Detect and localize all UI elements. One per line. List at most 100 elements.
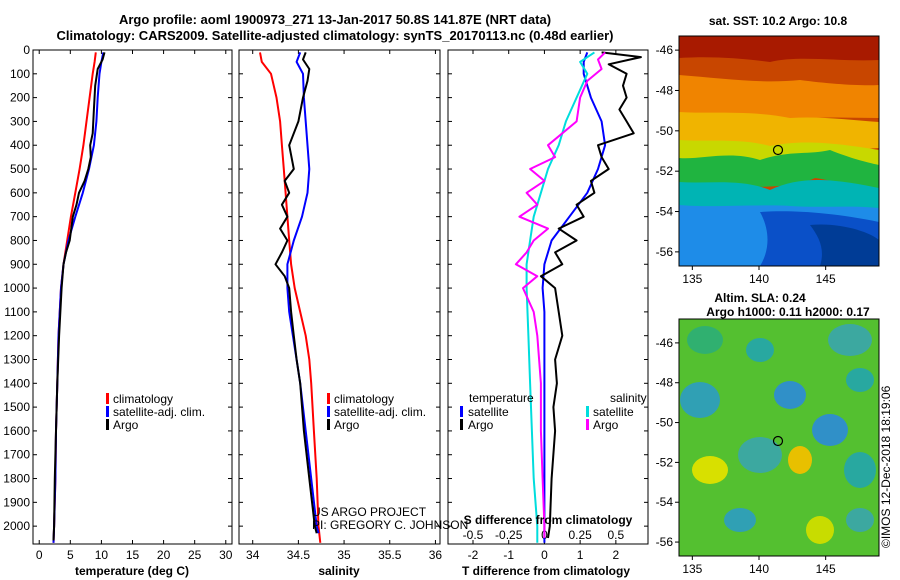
depth-tick-label: 1300 xyxy=(3,352,30,366)
legend-salinity-heading: salinity xyxy=(610,391,647,405)
legend-swatch-s-argo xyxy=(586,419,589,430)
legend-swatch-t-satellite xyxy=(460,406,463,417)
depth-tick-label: 200 xyxy=(10,91,30,105)
legend-t-argo: Argo xyxy=(468,418,494,432)
depth-tick-label: 1000 xyxy=(3,281,30,295)
difference-legend: temperature satellite Argo salinity sate… xyxy=(460,391,647,432)
x-tick-label: 35.5 xyxy=(378,548,402,562)
page-title: Argo profile: aoml 1900973_271 13-Jan-20… xyxy=(118,12,552,27)
legend-temperature-heading: temperature xyxy=(469,391,534,405)
difference-plot-frame xyxy=(447,49,649,545)
salinity-legend: climatology satellite-adj. clim. Argo xyxy=(327,392,426,432)
x-tick-label: 1 xyxy=(577,548,584,562)
legend-swatch-climatology xyxy=(327,393,330,404)
lon-tick-label: 145 xyxy=(816,272,836,286)
x-tick-label: 0 xyxy=(541,548,548,562)
legend-satellite-adj: satellite-adj. clim. xyxy=(113,405,205,419)
temperature-legend: climatology satellite-adj. clim. Argo xyxy=(106,392,205,432)
x-tick-label: -2 xyxy=(468,548,479,562)
depth-tick-label: 500 xyxy=(10,162,30,176)
x-tick-label: -1 xyxy=(503,548,514,562)
legend-argo: Argo xyxy=(334,418,360,432)
salinity-axis-label: salinity xyxy=(318,564,360,578)
lon-tick-label: 140 xyxy=(749,562,769,576)
legend-swatch-satellite xyxy=(327,406,330,417)
salinity-plot-frame xyxy=(238,49,441,545)
legend-swatch-t-argo xyxy=(460,419,463,430)
legend-swatch-climatology xyxy=(106,393,109,404)
t-difference-axis: -2 -1 0 1 2 xyxy=(468,50,620,562)
series-line-argo xyxy=(52,52,106,541)
lat-tick-label: -54 xyxy=(656,495,674,509)
credit-project: US ARGO PROJECT xyxy=(312,505,427,519)
sst-argo-float-marker xyxy=(772,144,784,156)
series-line-argo xyxy=(274,52,318,534)
depth-tick-label: 300 xyxy=(10,114,30,128)
lat-tick-label: -56 xyxy=(656,535,674,549)
x-tick-label: 36 xyxy=(429,548,443,562)
depth-tick-label: 1500 xyxy=(3,400,30,414)
x-tick-label: 20 xyxy=(157,548,171,562)
depth-tick-label: 400 xyxy=(10,138,30,152)
lat-tick-label: -52 xyxy=(656,455,674,469)
x-tick-label: 0 xyxy=(36,548,43,562)
temperature-axis: 0 5 10 15 20 25 30 xyxy=(36,50,233,562)
lon-tick-label: 140 xyxy=(749,272,769,286)
legend-s-satellite: satellite xyxy=(593,405,634,419)
s-difference-axis-label: S difference from climatology xyxy=(464,513,633,527)
depth-tick-label: 900 xyxy=(10,257,30,271)
depth-tick-label: 800 xyxy=(10,233,30,247)
depth-tick-label: 1100 xyxy=(4,305,30,319)
x-tick-label: 2 xyxy=(613,548,620,562)
page-subtitle: Climatology: CARS2009. Satellite-adjuste… xyxy=(56,28,614,43)
lat-tick-label: -48 xyxy=(656,83,674,97)
temperature-lines xyxy=(52,52,106,543)
legend-climatology: climatology xyxy=(334,392,394,406)
series-line-temperature-satellite xyxy=(541,52,607,543)
sst-field xyxy=(679,36,879,266)
temperature-axis-label: temperature (deg C) xyxy=(75,564,189,578)
legend-swatch-satellite xyxy=(106,406,109,417)
depth-tick-label: 1700 xyxy=(3,448,30,462)
x-tick-label: 10 xyxy=(95,548,109,562)
x-tick-label: 35 xyxy=(337,548,351,562)
difference-depth-ticks xyxy=(448,49,648,527)
legend-swatch-argo xyxy=(327,419,330,430)
depth-tick-label: 1900 xyxy=(3,495,30,509)
x-tick-label: 25 xyxy=(188,548,202,562)
x-tick-label: 15 xyxy=(126,548,140,562)
t-difference-axis-label: T difference from climatology xyxy=(462,564,630,578)
depth-tick-label: 700 xyxy=(10,210,30,224)
sla-map-frame xyxy=(678,318,880,557)
x-tick-label: 5 xyxy=(67,548,74,562)
difference-panel: -2 -1 0 1 2 -0.5 -0.25 0 0.25 0.5 T difference f… xyxy=(447,49,649,578)
legend-climatology: climatology xyxy=(113,392,173,406)
sst-map-frame xyxy=(678,35,880,267)
sla-field xyxy=(679,319,879,556)
sst-map: sat. SST: 10.2 Argo: 10.8 -46 -48 -50 -52 -5… xyxy=(656,14,880,286)
difference-lines xyxy=(514,51,642,543)
s-tick-label: 0.5 xyxy=(608,528,625,542)
depth-tick-label: 1200 xyxy=(3,329,30,343)
lon-tick-label: 135 xyxy=(682,272,702,286)
lat-tick-label: -50 xyxy=(656,124,674,138)
sst-map-title: sat. SST: 10.2 Argo: 10.8 xyxy=(709,14,848,28)
legend-argo: Argo xyxy=(113,418,139,432)
depth-axis: 0 100 200 300 400 500 600 700 800 900 1000 1100 1200… xyxy=(3,43,232,533)
depth-tick-label: 1800 xyxy=(3,472,30,486)
legend-s-argo: Argo xyxy=(593,418,619,432)
salinity-axis: 34 34.5 35 35.5 36 xyxy=(246,50,442,562)
sla-map-title: Altim. SLA: 0.24 xyxy=(714,291,806,305)
series-line-satellite-adj-clim- xyxy=(286,52,320,534)
series-line-salinity-argo xyxy=(514,51,606,538)
lat-tick-label: -54 xyxy=(656,205,674,219)
lat-tick-label: -46 xyxy=(656,336,674,350)
salinity-depth-ticks xyxy=(239,49,440,527)
legend-swatch-s-satellite xyxy=(586,406,589,417)
s-tick-label: 0.25 xyxy=(568,528,592,542)
sst-map-axes: -46 -48 -50 -52 -54 -56 135 140 145 xyxy=(656,43,836,286)
s-tick-label: -0.25 xyxy=(495,528,523,542)
series-line-temperature-argo xyxy=(539,51,642,539)
temperature-panel: 0100200300400500600700800900100011001200… xyxy=(3,43,232,578)
